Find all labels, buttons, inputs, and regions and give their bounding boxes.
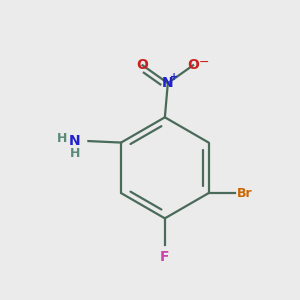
- Text: +: +: [170, 72, 178, 82]
- Text: H: H: [56, 132, 67, 145]
- Text: N: N: [69, 134, 81, 148]
- Text: F: F: [160, 250, 170, 265]
- Text: H: H: [70, 147, 80, 160]
- Text: O: O: [187, 58, 199, 72]
- Text: O: O: [136, 58, 148, 72]
- Text: N: N: [162, 76, 174, 90]
- Text: Br: Br: [237, 187, 253, 200]
- Text: −: −: [199, 56, 210, 69]
